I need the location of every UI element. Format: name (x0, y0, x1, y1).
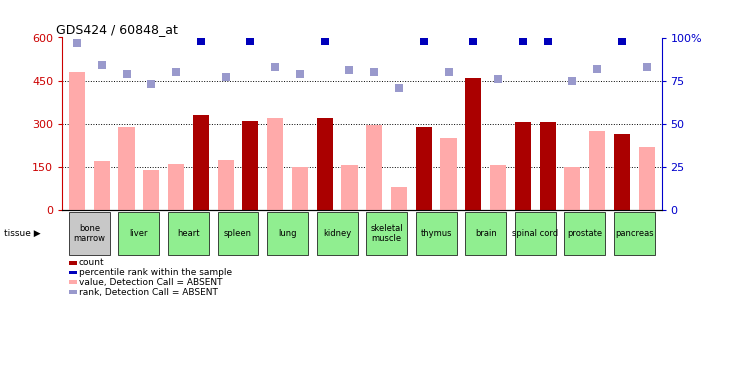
Point (393, 84, 405, 90)
Point (170, 69, 182, 75)
Text: kidney: kidney (323, 229, 351, 238)
Bar (539, 122, 556, 210)
Text: spleen: spleen (224, 229, 252, 238)
Point (368, 69, 380, 75)
Bar (243, 121, 259, 210)
Text: thymus: thymus (420, 229, 452, 238)
Text: lung: lung (279, 229, 297, 238)
Bar (564, 167, 580, 210)
Bar (69, 72, 85, 210)
Point (492, 76, 504, 82)
Bar (218, 160, 234, 210)
Text: liver: liver (129, 229, 148, 238)
Bar (292, 167, 308, 210)
Point (443, 69, 455, 75)
Bar (168, 164, 184, 210)
Bar (341, 165, 357, 210)
Bar (267, 118, 283, 210)
Point (294, 71, 306, 77)
Point (121, 71, 132, 77)
Text: prostate: prostate (567, 229, 602, 238)
Text: pancreas: pancreas (615, 229, 654, 238)
Text: GDS424 / 60848_at: GDS424 / 60848_at (56, 23, 178, 36)
Text: value, Detection Call = ABSENT: value, Detection Call = ABSENT (79, 278, 222, 287)
Bar (118, 127, 135, 210)
Text: tissue ▶: tissue ▶ (4, 229, 40, 238)
Point (145, 81, 157, 87)
Text: rank, Detection Call = ABSENT: rank, Detection Call = ABSENT (79, 288, 218, 297)
Bar (391, 187, 407, 210)
Point (344, 67, 355, 73)
Point (542, 38, 553, 44)
Point (269, 64, 281, 70)
Text: count: count (79, 258, 105, 267)
Point (591, 66, 603, 72)
Text: skeletal
muscle: skeletal muscle (371, 224, 403, 243)
Point (517, 38, 529, 44)
Text: percentile rank within the sample: percentile rank within the sample (79, 268, 232, 277)
Text: spinal cord: spinal cord (512, 229, 558, 238)
Point (467, 38, 479, 44)
Point (96, 62, 107, 68)
Point (220, 74, 232, 80)
Point (418, 38, 430, 44)
Bar (465, 78, 481, 210)
Text: bone
marrow: bone marrow (73, 224, 105, 243)
Bar (490, 165, 506, 210)
Bar (416, 127, 432, 210)
Point (71, 40, 83, 46)
Bar (366, 125, 382, 210)
Point (319, 38, 330, 44)
Bar (589, 131, 605, 210)
Bar (317, 118, 333, 210)
Bar (441, 138, 457, 210)
Bar (94, 161, 110, 210)
Bar (143, 170, 159, 210)
Text: brain: brain (475, 229, 496, 238)
Point (641, 64, 653, 70)
Bar (614, 134, 630, 210)
Text: heart: heart (177, 229, 200, 238)
Bar (515, 122, 531, 210)
Point (567, 78, 578, 84)
Point (195, 38, 207, 44)
Bar (639, 147, 655, 210)
Point (616, 38, 628, 44)
Point (245, 38, 257, 44)
Bar (193, 115, 209, 210)
